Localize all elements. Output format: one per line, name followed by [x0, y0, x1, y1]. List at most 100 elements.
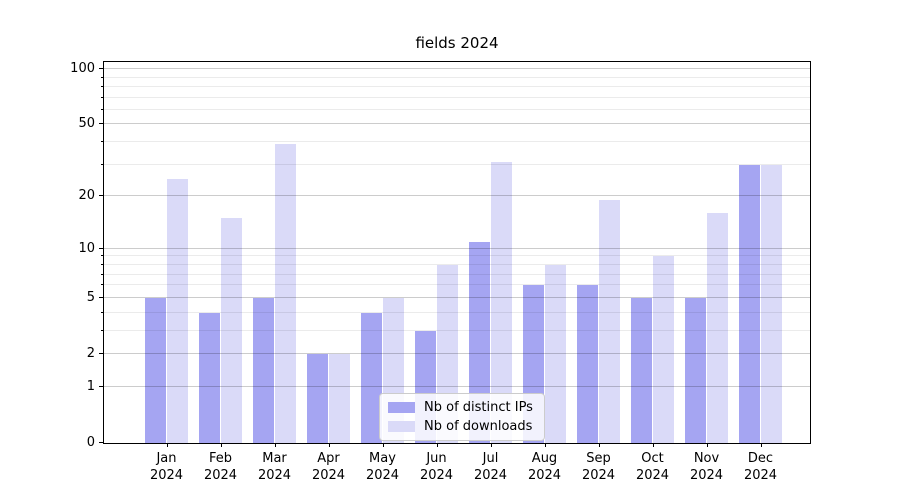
major-gridline: [104, 353, 810, 354]
chart-title: fields 2024: [415, 34, 499, 52]
plot-area: Nb of distinct IPs Nb of downloads 0 1 2 5 10…: [70, 61, 811, 483]
y-minor-tick: [101, 329, 104, 331]
legend-item-nb-of-downloads: Nb of downloads: [388, 419, 533, 434]
nb-of-downloads-bar-mar-2024: [274, 144, 296, 443]
x-tick: [598, 443, 600, 447]
minor-gridline: [104, 284, 810, 286]
y-tick-label: 0: [86, 435, 95, 450]
y-minor-tick: [101, 255, 104, 257]
nb-of-downloads-bar-nov-2024: [706, 213, 728, 443]
y-major-tick: [99, 296, 104, 298]
x-tick: [328, 443, 330, 447]
minor-gridline: [104, 311, 810, 313]
x-tick-label: Jul 2024: [473, 451, 508, 483]
x-tick-label: Sep 2024: [581, 451, 616, 483]
nb-of-distinct-ips-bar-oct-2024: [631, 297, 653, 443]
minor-gridline: [104, 163, 810, 165]
nb-of-distinct-ips-bar-dec-2024: [739, 164, 761, 443]
x-tick-label: May 2024: [365, 451, 400, 483]
y-minor-tick: [101, 85, 104, 87]
minor-gridline: [104, 329, 810, 331]
y-tick-label: 10: [78, 240, 95, 256]
nb-of-distinct-ips-bar-sep-2024: [577, 285, 599, 443]
major-gridline: [104, 247, 810, 249]
minor-gridline: [104, 141, 810, 143]
y-minor-tick: [101, 264, 104, 265]
nb-of-distinct-ips-bar-nov-2024: [685, 297, 707, 443]
major-gridline: [104, 123, 810, 125]
x-tick: [490, 443, 492, 447]
x-tick: [274, 443, 276, 447]
legend-label-nb-of-distinct-ips: Nb of distinct IPs: [424, 400, 533, 415]
y-major-tick: [99, 353, 104, 354]
major-gridline: [104, 195, 810, 197]
y-major-tick: [99, 68, 104, 70]
nb-of-distinct-ips-bar-apr-2024: [307, 354, 329, 443]
y-major-tick: [99, 195, 104, 197]
minor-gridline: [104, 76, 810, 78]
nb-of-distinct-ips-bar-jul-2024: [469, 241, 491, 443]
y-tick-label: 2: [86, 346, 95, 361]
x-tick: [706, 443, 708, 447]
legend-label-nb-of-downloads: Nb of downloads: [424, 419, 533, 434]
nb-of-downloads-bar-dec-2024: [760, 164, 782, 443]
y-major-tick: [99, 442, 104, 443]
y-major-tick: [99, 247, 104, 249]
x-tick: [382, 443, 384, 447]
minor-gridline: [104, 264, 810, 265]
x-tick-label: Apr 2024: [311, 451, 346, 483]
y-minor-tick: [101, 163, 104, 165]
x-tick: [760, 443, 762, 447]
nb-of-downloads-bar-jan-2024: [166, 179, 188, 443]
legend-item-nb-of-distinct-ips: Nb of distinct IPs: [388, 400, 533, 415]
x-tick: [166, 443, 168, 447]
nb-of-downloads-bar-jul-2024: [490, 162, 512, 443]
x-tick-label: Jan 2024: [149, 451, 184, 483]
y-minor-tick: [101, 76, 104, 78]
x-tick-label: Aug 2024: [527, 451, 562, 483]
minor-gridline: [104, 85, 810, 87]
x-tick-label: Feb 2024: [203, 451, 238, 483]
x-tick-label: Oct 2024: [635, 451, 670, 483]
x-tick: [436, 443, 438, 447]
y-minor-tick: [101, 108, 104, 110]
y-minor-tick: [101, 311, 104, 313]
y-major-tick: [99, 385, 104, 387]
legend-swatch-nb-of-downloads: [388, 421, 415, 432]
x-tick: [544, 443, 546, 447]
minor-gridline: [104, 108, 810, 110]
y-minor-tick: [101, 273, 104, 275]
y-tick-label: 100: [70, 61, 95, 77]
nb-of-downloads-bar-oct-2024: [652, 256, 674, 443]
y-major-tick: [99, 123, 104, 125]
x-tick-label: Jun 2024: [419, 451, 454, 483]
y-minor-tick: [101, 96, 104, 98]
minor-gridline: [104, 96, 810, 98]
y-tick-label: 1: [86, 378, 95, 394]
minor-gridline: [104, 255, 810, 257]
legend-swatch-nb-of-distinct-ips: [388, 402, 415, 413]
legend: Nb of distinct IPs Nb of downloads: [379, 393, 545, 441]
nb-of-downloads-bar-aug-2024: [544, 265, 566, 443]
nb-of-downloads-bar-apr-2024: [328, 354, 350, 443]
major-gridline: [104, 296, 810, 298]
nb-of-distinct-ips-bar-feb-2024: [199, 312, 221, 443]
major-gridline: [104, 68, 810, 70]
x-tick: [652, 443, 654, 447]
x-tick-label: Mar 2024: [257, 451, 292, 483]
major-gridline: [104, 385, 810, 387]
minor-gridline: [104, 273, 810, 275]
y-tick-label: 5: [86, 289, 95, 305]
y-tick-label: 50: [78, 116, 95, 132]
y-minor-tick: [101, 284, 104, 286]
y-minor-tick: [101, 141, 104, 143]
y-tick-label: 20: [78, 188, 95, 204]
nb-of-distinct-ips-bar-jan-2024: [145, 297, 167, 443]
x-tick: [220, 443, 222, 447]
x-tick-label: Nov 2024: [689, 451, 724, 483]
nb-of-distinct-ips-bar-mar-2024: [253, 297, 275, 443]
nb-of-downloads-bar-sep-2024: [598, 200, 620, 443]
nb-of-downloads-bar-feb-2024: [220, 218, 242, 443]
nb-of-distinct-ips-bar-may-2024: [361, 312, 383, 443]
